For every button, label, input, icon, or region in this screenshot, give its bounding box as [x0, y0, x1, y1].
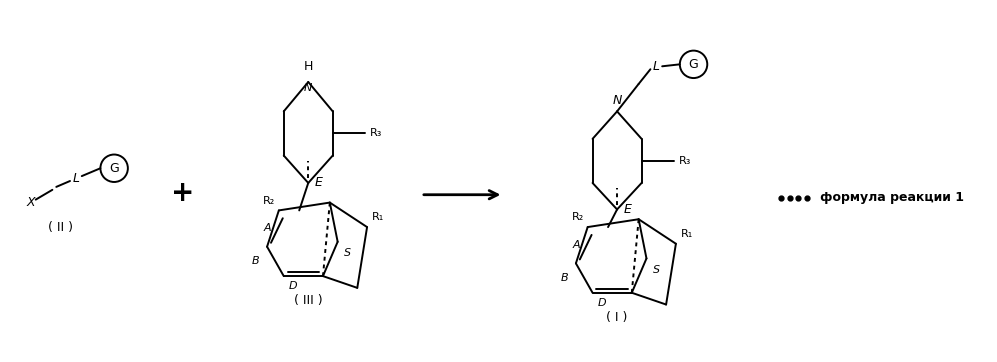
Text: N: N [304, 83, 312, 93]
Text: S: S [652, 265, 660, 275]
Text: ( III ): ( III ) [294, 294, 323, 307]
Text: формула реакции 1: формула реакции 1 [820, 191, 964, 204]
Text: N: N [612, 94, 622, 108]
Text: X: X [27, 196, 35, 209]
Text: A: A [572, 240, 580, 250]
Text: G: G [689, 58, 699, 71]
Text: B: B [560, 273, 568, 283]
Text: R₃: R₃ [370, 129, 383, 138]
Text: G: G [110, 162, 119, 175]
Text: +: + [171, 179, 194, 207]
Text: D: D [289, 281, 297, 291]
Text: R₂: R₂ [571, 212, 584, 222]
Text: R₁: R₁ [372, 212, 384, 222]
Text: ( I ): ( I ) [606, 311, 628, 324]
Text: R₂: R₂ [262, 195, 275, 206]
Text: S: S [344, 248, 351, 258]
Text: L: L [653, 60, 660, 73]
Text: R₁: R₁ [681, 229, 693, 239]
Text: H: H [303, 60, 313, 73]
Text: E: E [624, 203, 632, 216]
Text: R₃: R₃ [679, 156, 691, 166]
Text: ( II ): ( II ) [48, 220, 73, 233]
Text: L: L [73, 172, 80, 185]
Text: B: B [251, 256, 259, 266]
Text: E: E [315, 176, 323, 189]
Text: D: D [597, 298, 606, 308]
Text: A: A [263, 223, 271, 233]
